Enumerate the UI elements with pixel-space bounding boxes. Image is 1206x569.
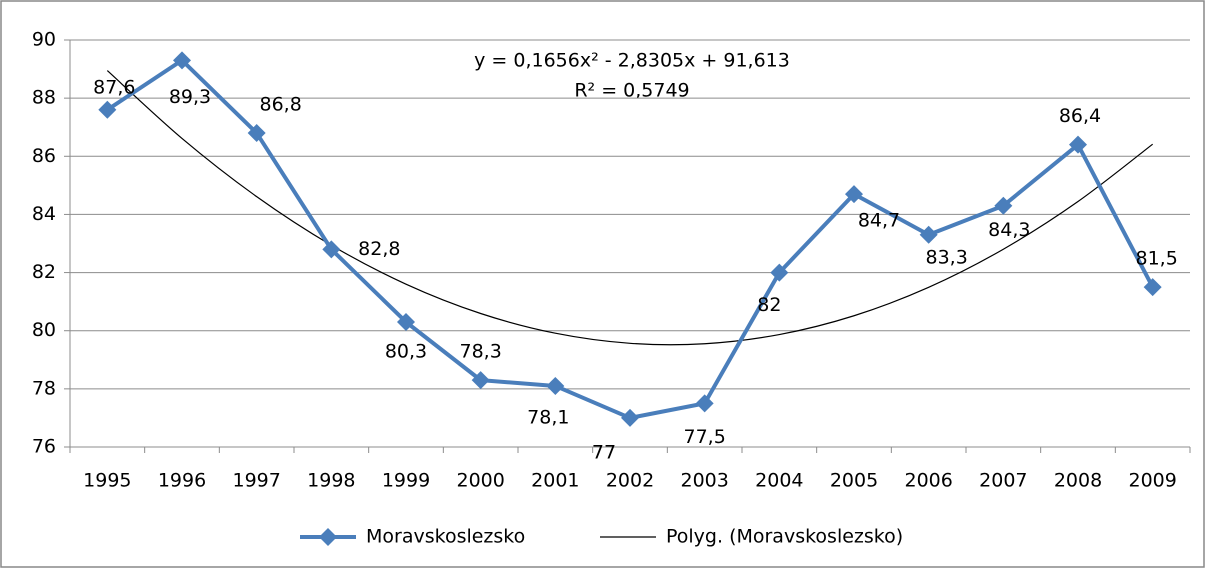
x-tick-label: 2000 <box>456 470 504 492</box>
data-point <box>695 394 714 413</box>
y-tick-label: 86 <box>32 145 56 167</box>
x-tick-label: 2005 <box>830 470 878 492</box>
data-label: 77 <box>592 441 616 463</box>
data-label: 86,8 <box>260 94 302 116</box>
trend-equation: y = 0,1656x² - 2,8305x + 91,613 <box>474 50 790 72</box>
x-tick-label: 1998 <box>307 470 355 492</box>
data-point <box>397 312 415 331</box>
x-tick-label: 2002 <box>606 470 654 492</box>
data-point <box>621 408 639 427</box>
y-tick-label: 80 <box>32 319 56 341</box>
y-tick-label: 88 <box>32 87 56 109</box>
x-tick-label: 1996 <box>158 470 206 492</box>
y-tick-label: 82 <box>32 261 56 283</box>
data-point <box>845 185 863 204</box>
x-tick-label: 1999 <box>382 470 430 492</box>
data-label: 78,1 <box>527 406 569 428</box>
y-tick-label: 76 <box>32 436 56 458</box>
x-tick-label: 1997 <box>232 470 280 492</box>
data-point <box>322 240 341 259</box>
y-tick-label: 84 <box>32 203 56 225</box>
x-tick-label: 2008 <box>1054 470 1102 492</box>
trend-r-squared: R² = 0,5749 <box>574 80 689 102</box>
legend-label: Moravskoslezsko <box>366 526 525 548</box>
data-label: 82,8 <box>358 238 400 260</box>
data-point <box>98 100 117 119</box>
data-label: 81,5 <box>1136 248 1178 270</box>
data-label: 84,7 <box>858 210 900 232</box>
x-tick-label: 2006 <box>904 470 952 492</box>
legend-marker <box>319 528 337 546</box>
data-label: 83,3 <box>926 246 968 268</box>
x-tick-label: 2001 <box>531 470 579 492</box>
x-tick-label: 2009 <box>1128 470 1176 492</box>
data-label: 78,3 <box>460 341 502 363</box>
data-label: 77,5 <box>684 426 726 448</box>
legend-label: Polyg. (Moravskoslezsko) <box>666 526 903 548</box>
data-label: 80,3 <box>385 340 427 362</box>
data-point <box>1069 135 1087 154</box>
x-tick-label: 1995 <box>83 470 131 492</box>
data-label: 87,6 <box>93 76 135 98</box>
data-point <box>1143 278 1162 297</box>
data-point <box>546 376 565 395</box>
x-tick-label: 2004 <box>755 470 803 492</box>
x-tick-label: 2007 <box>979 470 1027 492</box>
data-point <box>919 225 938 244</box>
y-tick-label: 90 <box>32 29 56 51</box>
data-label: 82 <box>757 294 781 316</box>
data-point <box>994 196 1013 215</box>
data-point <box>173 51 191 70</box>
trend-line <box>106 70 1154 346</box>
data-point <box>770 263 789 282</box>
data-label: 84,3 <box>988 219 1030 241</box>
data-label: 89,3 <box>169 86 211 108</box>
data-point <box>247 124 266 143</box>
data-point <box>471 371 490 390</box>
x-tick-label: 2003 <box>680 470 728 492</box>
y-tick-label: 78 <box>32 377 56 399</box>
data-label: 86,4 <box>1059 105 1101 127</box>
